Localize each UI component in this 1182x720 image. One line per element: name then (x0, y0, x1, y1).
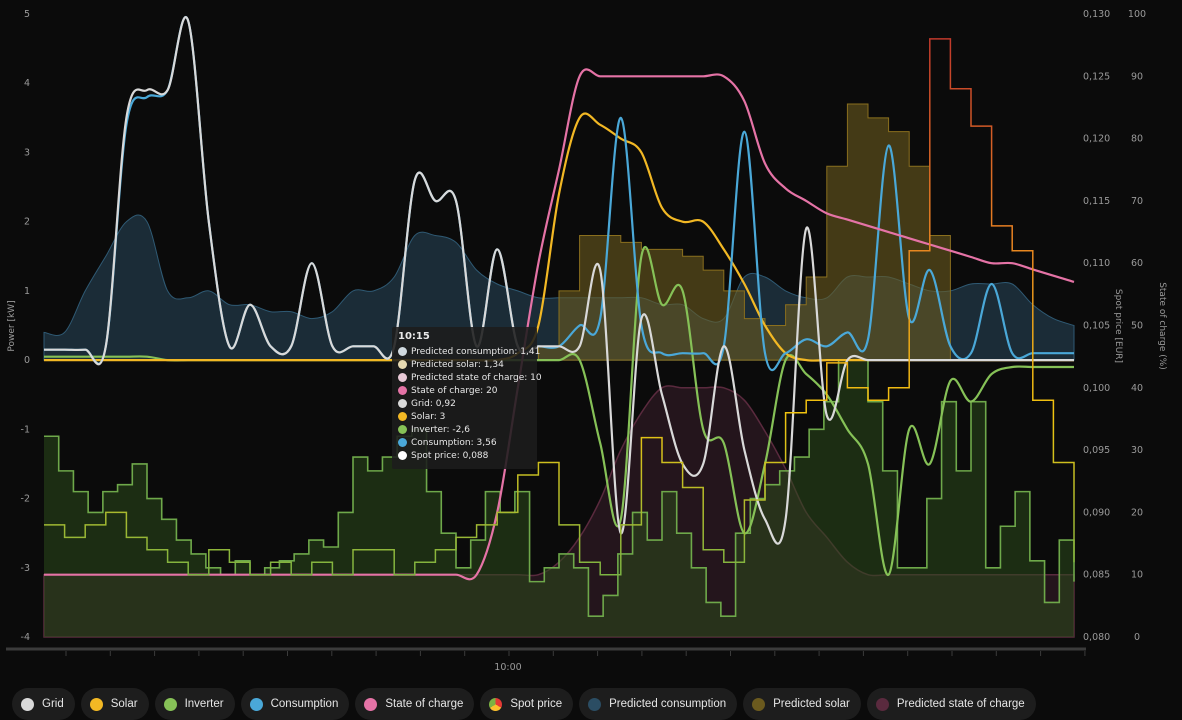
spot-price-tick-label: 0,120 (1083, 134, 1110, 145)
spot-price-tick-label: 0,085 (1083, 570, 1110, 581)
tooltip-row: Predicted state of charge: 10 (398, 371, 542, 384)
power-tick-label: -2 (21, 494, 30, 505)
soc-tick-label: 70 (1131, 196, 1143, 207)
legend-swatch (249, 697, 263, 711)
tooltip-dot (398, 451, 407, 460)
spot-price-tick-label: 0,130 (1083, 9, 1110, 20)
legend-swatch (875, 697, 889, 711)
tooltip-row: Predicted consumption: 1,41 (398, 345, 540, 358)
tooltip-label: Spot price: 0,088 (411, 450, 489, 461)
power-tick-label: -4 (21, 632, 30, 643)
spot-price-tick-label: 0,080 (1083, 632, 1110, 643)
tooltip-label: Predicted solar: 1,34 (411, 359, 504, 370)
legend-swatch (588, 697, 602, 711)
tooltip-dot (398, 360, 407, 369)
spot-price-tick-label: 0,095 (1083, 445, 1110, 456)
tooltip-row: Inverter: -2,6 (398, 423, 531, 436)
legend-swatch (89, 697, 103, 711)
spot-price-tick-label: 0,115 (1083, 196, 1110, 207)
spot-price-tick-label: 0,110 (1083, 258, 1110, 269)
tooltip-label: Consumption: 3,56 (411, 437, 497, 448)
legend-item-grid[interactable]: Grid (12, 688, 75, 720)
soc-tick-label: 90 (1131, 71, 1143, 82)
chart-tooltip: 10:15 Predicted consumption: 1,41 Predict… (392, 327, 542, 469)
tooltip-dot (398, 438, 407, 447)
legend-item-predicted-solar[interactable]: Predicted solar (743, 688, 861, 720)
legend-item-inverter[interactable]: Inverter (154, 688, 235, 720)
legend-swatch (364, 697, 378, 711)
spot-price-tick-label: 0,090 (1083, 507, 1110, 518)
tooltip-label: Inverter: -2,6 (411, 424, 470, 435)
tooltip-label: Solar: 3 (411, 411, 446, 422)
chart-legend: Grid Solar Inverter Consumption State of cha… (12, 688, 1036, 720)
soc-tick-label: 10 (1131, 570, 1143, 581)
legend-item-state-of-charge[interactable]: State of charge (355, 688, 475, 720)
tooltip-dot (398, 347, 407, 356)
power-tick-label: -3 (21, 563, 30, 574)
legend-swatch (21, 697, 34, 711)
tooltip-row: Predicted solar: 1,34 (398, 358, 531, 371)
legend-label: Spot price (510, 698, 563, 710)
legend-label: Grid (42, 698, 64, 710)
legend-item-predicted-consumption[interactable]: Predicted consumption (579, 688, 738, 720)
tooltip-time: 10:15 (398, 331, 430, 342)
tooltip-row: Spot price: 0,088 (398, 449, 531, 462)
legend-item-predicted-state-of-charge[interactable]: Predicted state of charge (866, 688, 1036, 720)
power-axis-title: Power [kW] (7, 300, 17, 351)
legend-label: Predicted state of charge (896, 698, 1025, 710)
tooltip-row: Consumption: 3,56 (398, 436, 531, 449)
tooltip-row: Solar: 3 (398, 410, 531, 423)
spot-price-axis-title: Spot price [EUR] (1113, 289, 1123, 363)
series-line-spot-price (44, 38, 1075, 576)
tooltip-label: Predicted consumption: 1,41 (411, 346, 541, 357)
legend-item-spot-price[interactable]: Spot price (480, 688, 574, 720)
legend-label: Inverter (184, 698, 224, 710)
power-tick-label: 2 (24, 217, 30, 228)
series-line-state-of-charge (43, 68, 1075, 581)
tooltip-dot (398, 386, 407, 395)
soc-tick-label: 0 (1134, 632, 1140, 643)
soc-tick-label: 50 (1131, 321, 1143, 332)
soc-tick-label: 40 (1131, 383, 1143, 394)
soc-tick-label: 80 (1131, 134, 1143, 145)
soc-tick-label: 20 (1131, 507, 1143, 518)
tooltip-dot (398, 373, 407, 382)
legend-label: Consumption (270, 698, 339, 710)
legend-label: Solar (110, 698, 138, 710)
legend-label: State of charge (385, 698, 464, 710)
power-tick-label: 4 (24, 78, 30, 89)
tooltip-dot (398, 412, 407, 421)
soc-tick-label: 30 (1131, 445, 1143, 456)
x-axis-center-label: 10:00 (494, 662, 521, 673)
soc-tick-label: 60 (1131, 258, 1143, 269)
legend-item-consumption[interactable]: Consumption (240, 688, 350, 720)
tooltip-row: Grid: 0,92 (398, 397, 531, 410)
tooltip-dot (398, 399, 407, 408)
legend-label: Predicted solar (773, 698, 850, 710)
legend-swatch (489, 697, 503, 711)
legend-swatch (752, 697, 766, 711)
soc-tick-label: 100 (1128, 9, 1146, 20)
tooltip-dot (398, 425, 407, 434)
tooltip-label: State of charge: 20 (411, 385, 498, 396)
spot-price-tick-label: 0,105 (1083, 321, 1110, 332)
spot-price-tick-label: 0,125 (1083, 71, 1110, 82)
spot-price-tick-label: 0,100 (1083, 383, 1110, 394)
power-tick-label: -1 (21, 424, 30, 435)
legend-swatch (163, 697, 177, 711)
energy-chart: 543210-1-2-3-40,1300,1250,1200,1150,1100… (6, 9, 1167, 673)
series-line-grid (44, 16, 1074, 545)
tooltip-label: Grid: 0,92 (411, 398, 456, 409)
legend-label: Predicted consumption (609, 698, 727, 710)
legend-item-solar[interactable]: Solar (80, 688, 149, 720)
power-tick-label: 3 (24, 147, 30, 158)
tooltip-label: Predicted state of charge: 10 (411, 372, 542, 383)
soc-axis-title: State of charge (%) (1157, 282, 1167, 370)
inverter-steps-line (44, 359, 1075, 618)
tooltip-row: State of charge: 20 (398, 384, 531, 397)
power-tick-label: 5 (24, 9, 30, 20)
power-tick-label: 1 (24, 286, 30, 297)
power-tick-label: 0 (24, 355, 30, 366)
